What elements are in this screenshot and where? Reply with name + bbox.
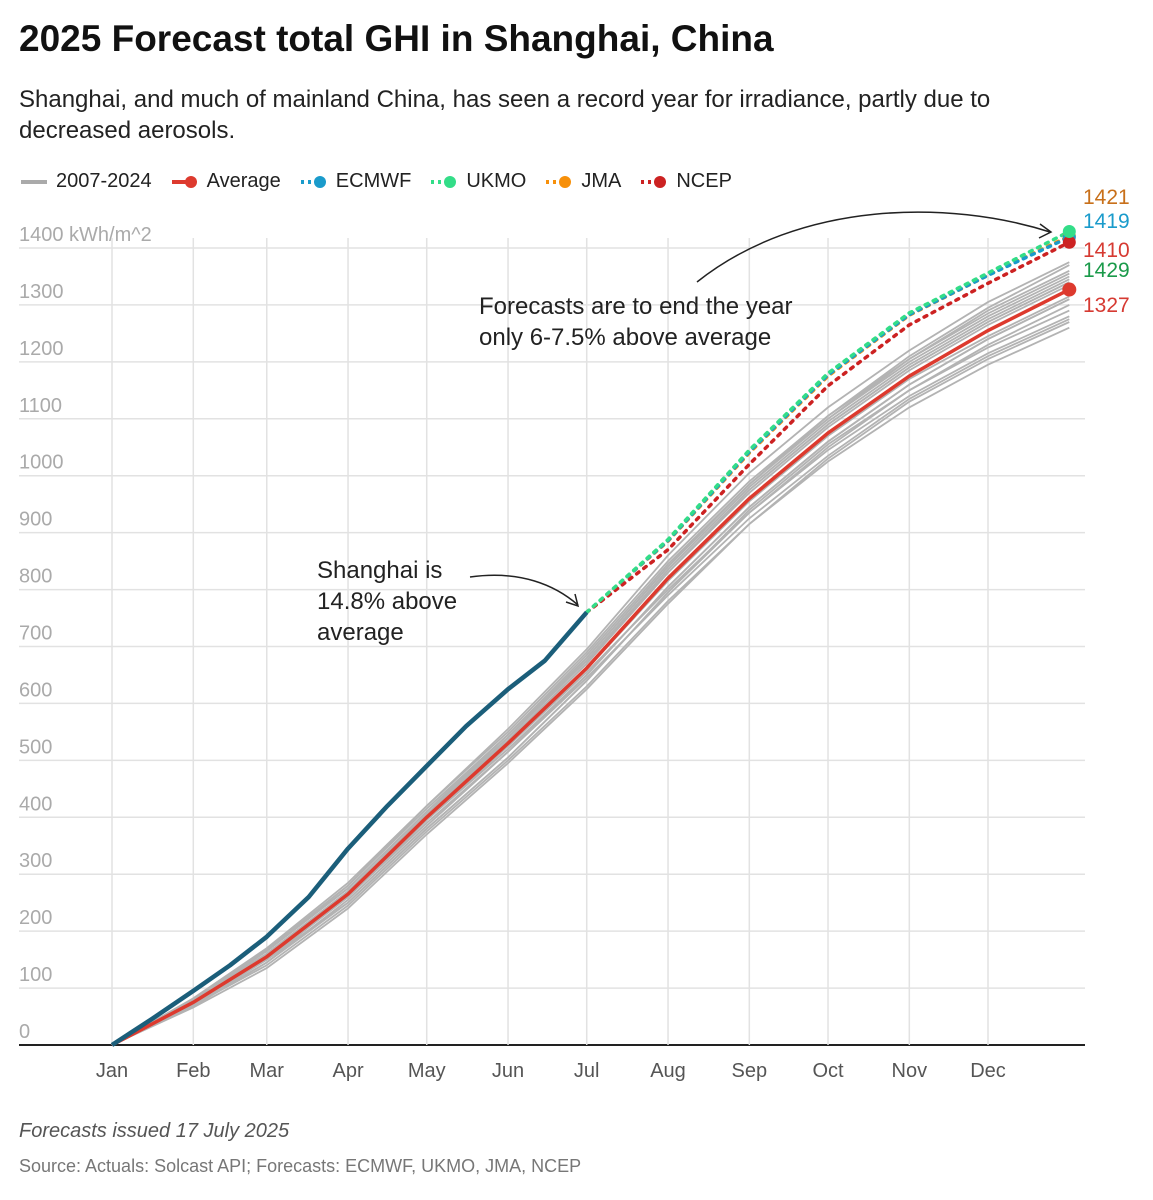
historical-year-line [111, 309, 1070, 1046]
chart-subtitle: Shanghai, and much of mainland China, ha… [19, 86, 991, 144]
legend-swatch [431, 175, 457, 188]
legend: 2007-2024 Average ECMWF UKMO JMA NCEP [19, 170, 732, 193]
legend-swatch [546, 175, 572, 188]
x-tick-label: Oct [812, 1060, 844, 1082]
historical-year-line [111, 304, 1070, 1046]
arrowhead-icon [565, 593, 580, 608]
annotation-shanghai: Shanghai is [317, 557, 442, 584]
legend-swatch [171, 175, 197, 188]
historical-year-line [111, 321, 1070, 1046]
forecast-end-point [1062, 224, 1076, 238]
x-tick-label: Apr [332, 1060, 363, 1082]
forecast-note: Forecasts issued 17 July 2025 [19, 1120, 290, 1142]
average-line [111, 288, 1071, 1047]
y-tick-label: 1100 [19, 395, 62, 417]
x-tick-label: May [408, 1060, 446, 1082]
legend-label: ECMWF [335, 170, 412, 192]
average-end-point [1062, 282, 1077, 297]
x-tick-label: Jun [492, 1060, 524, 1082]
legend-item-ukmo[interactable]: UKMO [429, 170, 526, 193]
x-tick-label: Sep [732, 1060, 768, 1082]
legend-item-jma[interactable]: JMA [544, 170, 621, 193]
annotation-shanghai: 14.8% above [317, 588, 457, 615]
x-tick-label: Nov [892, 1060, 928, 1082]
legend-item-ecmwf[interactable]: ECMWF [299, 170, 412, 193]
y-tick-label: 1400 kWh/m^2 [19, 224, 152, 246]
legend-label: 2007-2024 [56, 170, 152, 192]
forecast-line-ncep [584, 240, 1072, 615]
arrowhead-icon [1038, 223, 1053, 239]
annotation-shanghai: average [317, 619, 404, 646]
annotation-forecast: Forecasts are to end the year [479, 293, 793, 320]
x-tick-label: Jul [574, 1060, 600, 1082]
y-tick-label: 800 [19, 566, 52, 588]
end-value-label: 1327 [1083, 294, 1130, 317]
legend-item-average[interactable]: Average [170, 170, 281, 193]
historical-year-line [111, 261, 1070, 1046]
end-value-label: 1419 [1083, 210, 1130, 233]
historical-year-line [111, 326, 1070, 1046]
y-tick-label: 900 [19, 509, 52, 531]
legend-swatch [21, 179, 47, 184]
chart-title: 2025 Forecast total GHI in Shanghai, Chi… [19, 18, 774, 59]
end-value-label: 1429 [1083, 259, 1130, 282]
y-tick-label: 300 [19, 850, 52, 872]
legend-item-2007-2024[interactable]: 2007-2024 [19, 170, 152, 193]
historical-year-line [111, 315, 1070, 1046]
x-tick-label: Jan [96, 1060, 128, 1082]
y-tick-label: 200 [19, 907, 52, 929]
x-tick-label: Mar [250, 1060, 285, 1082]
y-tick-label: 400 [19, 793, 52, 815]
legend-label: JMA [581, 170, 622, 192]
historical-year-line [111, 278, 1070, 1046]
legend-item-ncep[interactable]: NCEP [639, 170, 732, 193]
end-value-label: 1410 [1083, 239, 1130, 262]
historical-year-line [111, 298, 1070, 1046]
legend-swatch [300, 175, 326, 188]
x-tick-label: Feb [176, 1060, 210, 1082]
y-tick-label: 1300 [19, 281, 64, 303]
y-tick-label: 100 [19, 964, 52, 986]
y-tick-label: 1000 [19, 452, 64, 474]
source-note: Source: Actuals: Solcast API; Forecasts:… [19, 1156, 582, 1176]
x-tick-label: Aug [650, 1060, 686, 1082]
y-tick-label: 600 [19, 679, 52, 701]
annotation-forecast: only 6-7.5% above average [479, 324, 771, 351]
historical-year-line [111, 275, 1070, 1046]
historical-year-line [111, 269, 1070, 1046]
legend-swatch [641, 175, 667, 188]
annotation-arrow [696, 211, 1051, 283]
y-tick-label: 0 [19, 1021, 30, 1043]
actual-2025-line [110, 610, 589, 1047]
legend-label: UKMO [466, 170, 527, 192]
legend-label: Average [206, 170, 281, 192]
forecast-end-point [1062, 235, 1076, 249]
x-tick-label: Dec [970, 1060, 1006, 1082]
y-tick-label: 1200 [19, 338, 64, 360]
y-tick-label: 500 [19, 736, 52, 758]
end-value-label: 1421 [1083, 186, 1130, 209]
y-tick-label: 700 [19, 623, 52, 645]
forecast-line-ukmo [584, 229, 1072, 615]
legend-label: NCEP [676, 170, 732, 192]
annotation-arrow [469, 574, 579, 606]
historical-year-line [111, 298, 1070, 1046]
